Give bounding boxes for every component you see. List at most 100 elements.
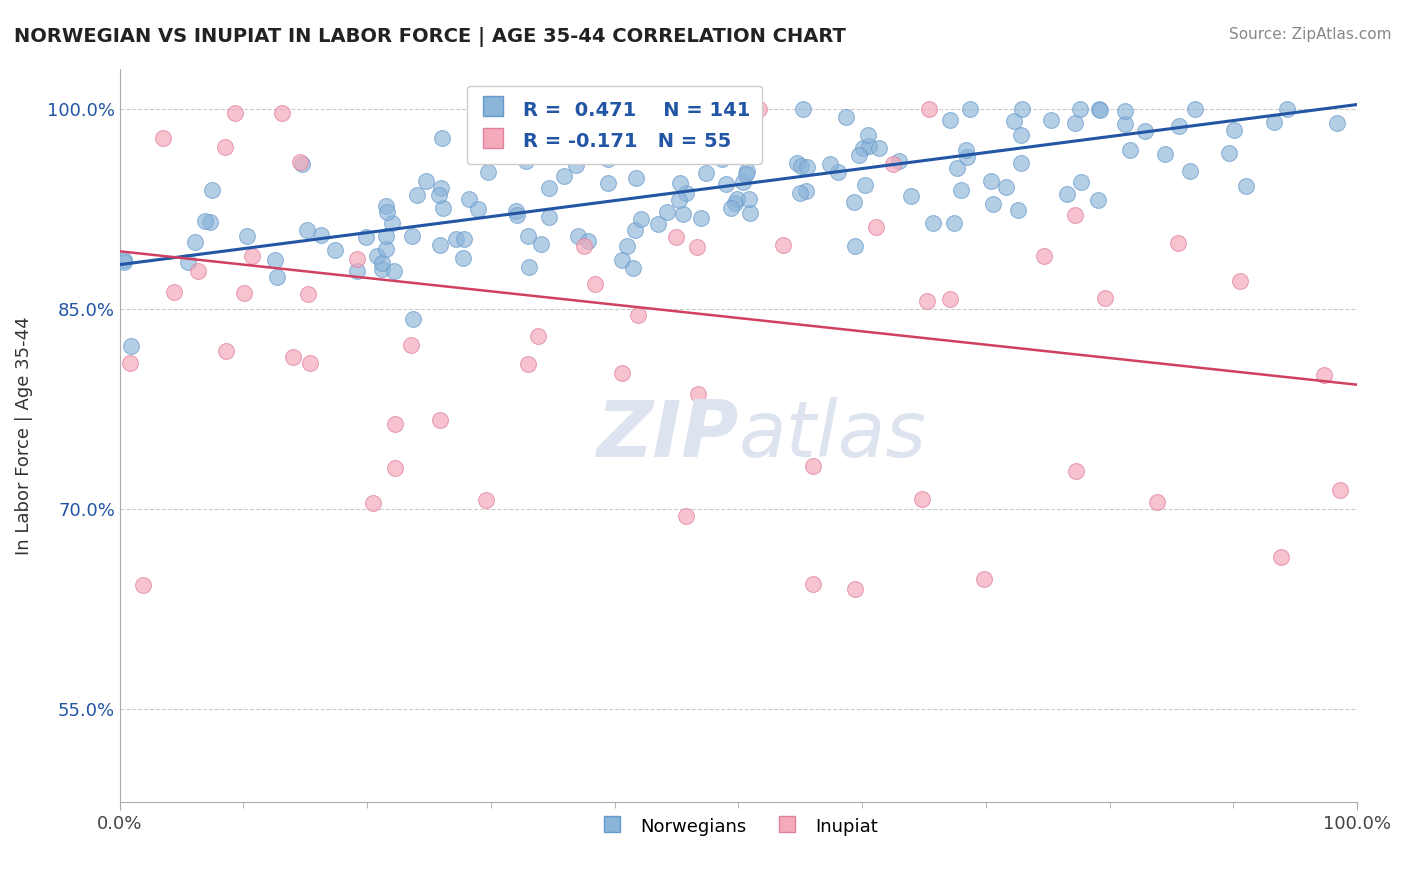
Point (641, 131, 664, 145)
Point (1114, 103, 1136, 118)
Point (624, 223, 647, 237)
Point (1234, 179, 1257, 194)
Point (384, 417, 406, 431)
Point (844, 238, 866, 252)
Point (1119, 143, 1142, 157)
Point (298, 356, 321, 370)
Point (675, 508, 697, 523)
Point (720, 201, 742, 215)
Point (537, 181, 560, 195)
Point (152, 130, 174, 145)
Point (1218, 145, 1240, 160)
Text: Source: ZipAtlas.com: Source: ZipAtlas.com (1229, 27, 1392, 42)
Point (724, 196, 747, 211)
Point (214, 140, 236, 154)
Point (415, 174, 437, 188)
Point (868, 141, 890, 155)
Point (1313, 368, 1336, 382)
Point (516, 229, 538, 244)
Point (366, 249, 388, 263)
Point (506, 208, 529, 222)
Point (624, 134, 647, 148)
Point (735, 164, 758, 178)
Point (444, 232, 467, 246)
Point (1088, 103, 1111, 117)
Point (1146, 495, 1168, 509)
Point (515, 154, 537, 169)
Point (668, 193, 690, 207)
Point (453, 232, 475, 246)
Point (748, 102, 770, 116)
Point (672, 207, 695, 221)
Point (1094, 291, 1116, 305)
Point (735, 167, 758, 181)
Point (266, 270, 288, 285)
Point (695, 166, 717, 180)
Point (477, 165, 499, 179)
Point (288, 154, 311, 169)
Point (981, 197, 1004, 211)
Point (198, 215, 221, 229)
Point (882, 157, 904, 171)
Point (835, 110, 858, 124)
Point (786, 156, 808, 170)
Y-axis label: In Labor Force | Age 35-44: In Labor Force | Age 35-44 (15, 316, 32, 555)
Point (1168, 119, 1191, 133)
Point (1069, 102, 1091, 116)
Point (744, 148, 766, 162)
Point (1010, 156, 1032, 170)
Point (112, 252, 135, 267)
Point (371, 262, 394, 277)
Point (973, 572, 995, 586)
Point (183, 235, 205, 250)
Point (801, 459, 824, 474)
Point (801, 576, 824, 591)
Point (432, 201, 454, 215)
Point (1087, 194, 1109, 208)
Point (380, 216, 402, 230)
Point (177, 254, 200, 268)
Point (120, 355, 142, 369)
Point (508, 135, 530, 149)
Point (725, 192, 748, 206)
Point (291, 156, 314, 170)
Point (537, 211, 560, 225)
Point (612, 367, 634, 381)
Point (853, 178, 876, 193)
Point (856, 128, 879, 143)
Point (610, 253, 633, 268)
Point (374, 242, 396, 256)
Point (375, 229, 398, 244)
Point (647, 217, 669, 231)
Point (187, 263, 209, 277)
Point (1056, 186, 1078, 201)
Point (1040, 112, 1063, 127)
Point (711, 152, 734, 166)
Point (946, 161, 969, 176)
Point (402, 312, 425, 326)
Point (432, 131, 454, 145)
Point (689, 211, 711, 225)
Point (630, 211, 652, 226)
Point (1007, 203, 1029, 218)
Text: NORWEGIAN VS INUPIAT IN LABOR FORCE | AGE 35-44 CORRELATION CHART: NORWEGIAN VS INUPIAT IN LABOR FORCE | AG… (14, 27, 846, 46)
Text: ZIP: ZIP (596, 398, 738, 474)
Point (224, 106, 246, 120)
Point (844, 194, 866, 209)
Point (956, 151, 979, 165)
Point (844, 582, 866, 596)
Point (796, 184, 818, 198)
Point (517, 358, 540, 372)
Point (1326, 116, 1348, 130)
Point (1063, 208, 1085, 222)
Point (271, 106, 294, 120)
Point (401, 338, 423, 352)
Point (194, 214, 217, 228)
Point (598, 152, 620, 166)
Point (505, 203, 527, 218)
Point (852, 141, 875, 155)
Point (356, 230, 378, 244)
Point (1184, 102, 1206, 116)
Point (1070, 176, 1092, 190)
Point (1263, 115, 1285, 129)
